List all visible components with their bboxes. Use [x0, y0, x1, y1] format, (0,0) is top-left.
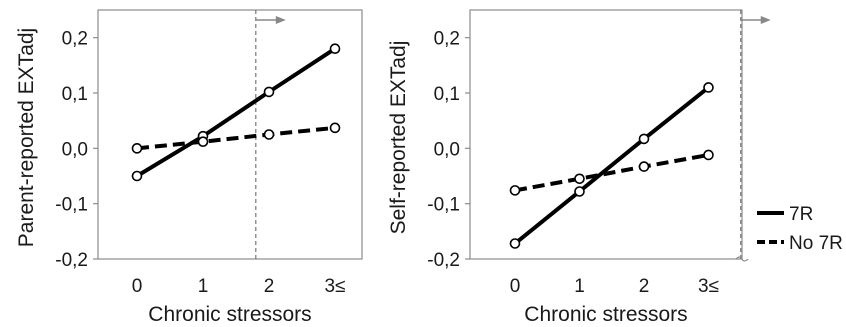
data-point	[131, 170, 143, 182]
data-point	[329, 122, 341, 134]
series-line-7r	[135, 47, 337, 178]
data-point	[263, 129, 275, 140]
y-tick-label: -0,2	[55, 250, 88, 271]
series-line-no-7r	[136, 125, 336, 151]
x-tick-label: 2	[264, 276, 275, 297]
x-tick-label: 0	[510, 276, 521, 297]
x-tick-label: 3≤	[698, 276, 719, 297]
y-tick-label: 0,0	[434, 139, 460, 160]
y-tick-label: 0,1	[62, 84, 88, 105]
data-point	[509, 238, 521, 249]
series-line-7r	[513, 85, 710, 246]
x-axis-label: Chronic stressors	[148, 303, 311, 326]
y-axis-label: Self-reported EXTadj	[387, 41, 410, 235]
data-point	[329, 43, 341, 55]
legend: 7R No 7R	[757, 204, 843, 254]
data-point	[574, 173, 585, 185]
chart-panel-2: 0,2 0,1 0,0 -0,1 -0,2 0 1 2 3≤ Chronic stressors S…	[387, 9, 771, 326]
x-tick-label: 2	[639, 276, 650, 297]
data-point	[197, 136, 209, 147]
y-tick-label: -0,1	[427, 195, 460, 216]
y-tick-label: 0,1	[434, 84, 460, 105]
y-tick-label: 0,2	[62, 29, 88, 50]
data-point	[509, 185, 521, 196]
x-tick-label: 3≤	[325, 276, 346, 297]
data-point	[131, 143, 143, 154]
data-point	[703, 149, 714, 161]
y-tick-label: 0,2	[434, 29, 460, 50]
series-line-no-7r	[514, 153, 709, 193]
x-tick-label: 1	[574, 276, 585, 297]
data-point	[703, 82, 714, 93]
plot-frame	[97, 9, 363, 260]
legend-label: 7R	[789, 204, 813, 225]
x-axis-label: Chronic stressors	[524, 303, 687, 326]
chart-panel-1: 0,2 0,1 0,0 -0,1 -0,2 0 1 2 3≤ Chronic stressors P…	[15, 9, 363, 326]
x-tick-label: 1	[198, 276, 209, 297]
legend-label: No 7R	[789, 233, 843, 254]
reference-arrow-icon	[760, 16, 771, 24]
data-point	[638, 161, 650, 172]
plot-frame	[469, 9, 743, 260]
y-tick-label: -0,2	[427, 250, 460, 271]
data-point	[638, 133, 650, 145]
data-point	[263, 86, 275, 98]
y-tick-label: 0,0	[62, 139, 88, 160]
data-point	[574, 186, 585, 197]
y-axis-label: Parent-reported EXTadj	[15, 28, 38, 247]
x-tick-label: 0	[132, 276, 143, 297]
axis-break-icon	[735, 256, 749, 262]
reference-arrow-icon	[275, 16, 286, 24]
y-tick-label: -0,1	[55, 195, 88, 216]
